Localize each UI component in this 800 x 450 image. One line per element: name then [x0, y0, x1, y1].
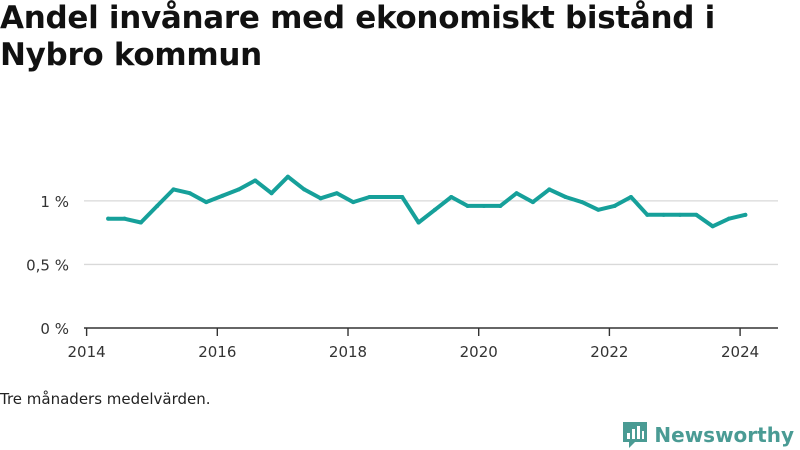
y-axis: 0 % 0,5 % 1 %: [26, 193, 69, 338]
data-point: [645, 212, 650, 217]
data-point: [530, 200, 535, 205]
data-point: [106, 216, 111, 221]
data-point: [661, 212, 666, 217]
data-point: [253, 178, 258, 183]
data-point: [204, 200, 209, 205]
gridlines: [84, 200, 778, 266]
data-point: [187, 191, 192, 196]
data-point: [155, 203, 160, 208]
data-point: [432, 207, 437, 212]
line-chart: 2014 2016 2018 2020 2022 2024 0 % 0,5 % 1 %: [26, 174, 778, 361]
x-tick-label: 2014: [68, 343, 106, 361]
data-point: [563, 195, 568, 200]
data-point: [236, 187, 241, 192]
x-tick-label: 2020: [460, 343, 498, 361]
x-tick-label: 2024: [721, 343, 759, 361]
data-point: [579, 200, 584, 205]
data-point: [612, 203, 617, 208]
data-point: [677, 212, 682, 217]
series-layer: [106, 174, 748, 229]
data-point: [302, 187, 307, 192]
data-point: [694, 212, 699, 217]
data-point: [285, 174, 290, 179]
data-point: [481, 203, 486, 208]
chart-title: Andel invånare med ekonomiskt bistånd i …: [0, 0, 715, 73]
data-point: [334, 191, 339, 196]
data-point: [498, 203, 503, 208]
brand-logo[interactable]: Newsworthy: [622, 420, 794, 450]
data-point: [547, 187, 552, 192]
data-point: [351, 200, 356, 205]
x-axis: 2014 2016 2018 2020 2022 2024: [68, 327, 778, 361]
y-tick-label: 0,5 %: [26, 256, 69, 274]
data-point: [465, 203, 470, 208]
data-point: [383, 195, 388, 200]
data-point: [743, 212, 748, 217]
data-point: [726, 216, 731, 221]
data-point: [122, 216, 127, 221]
data-point: [171, 187, 176, 192]
data-point: [710, 224, 715, 229]
data-point: [596, 207, 601, 212]
data-point: [628, 195, 633, 200]
data-point: [449, 195, 454, 200]
data-point: [318, 196, 323, 201]
x-tick-label: 2016: [198, 343, 236, 361]
series-line: [106, 174, 748, 229]
brand-name: Newsworthy: [654, 423, 794, 447]
y-tick-label: 0 %: [40, 320, 69, 338]
data-point: [400, 195, 405, 200]
chart-caption: Tre månaders medelvärden.: [0, 390, 211, 408]
data-point: [416, 220, 421, 225]
data-point: [220, 193, 225, 198]
data-point: [269, 191, 274, 196]
x-tick-label: 2018: [329, 343, 367, 361]
y-tick-label: 1 %: [40, 193, 69, 211]
x-tick-label: 2022: [590, 343, 628, 361]
newsworthy-logo-icon: [623, 422, 648, 448]
data-point: [514, 191, 519, 196]
data-point: [138, 220, 143, 225]
data-point: [367, 195, 372, 200]
